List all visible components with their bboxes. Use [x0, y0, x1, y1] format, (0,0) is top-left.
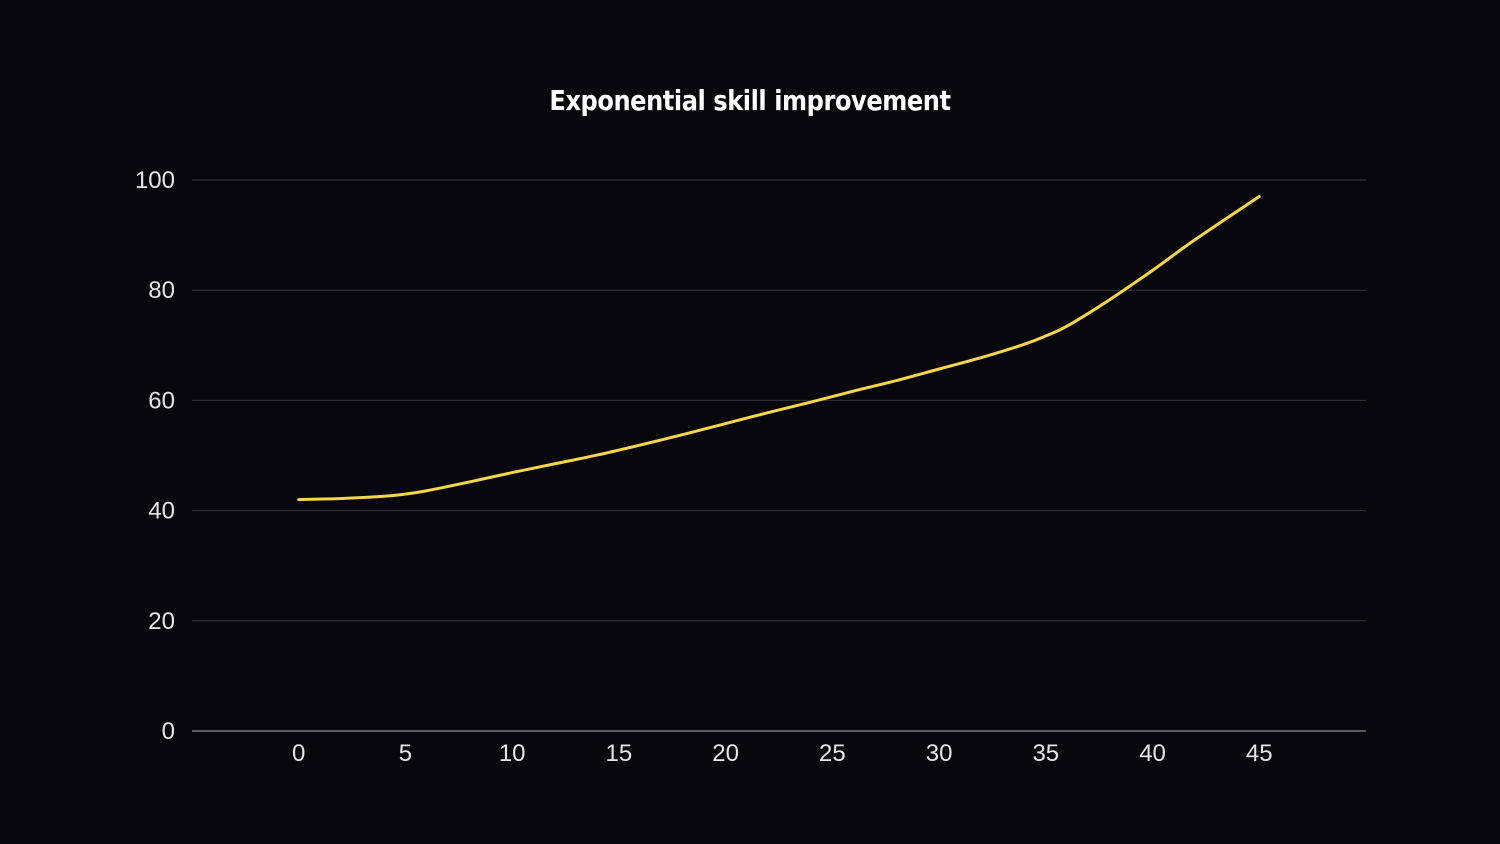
y-tick-label: 20 [148, 608, 175, 635]
x-tick-label: 40 [1139, 740, 1166, 767]
x-tick-label: 35 [1032, 740, 1059, 767]
grid-lines [192, 179, 1366, 622]
y-tick-label: 80 [148, 277, 175, 304]
tick-labels: 0 20 40 60 80 100 0 5 10 15 20 25 30 35 40 45 [135, 167, 1273, 767]
series-line-0 [297, 195, 1261, 502]
series-lines [297, 195, 1261, 502]
y-tick-label: 40 [148, 498, 175, 525]
x-tick-label: 45 [1246, 740, 1273, 767]
x-tick-label: 15 [606, 740, 633, 767]
x-tick-label: 0 [292, 740, 305, 767]
y-tick-label: 0 [162, 718, 175, 745]
x-tick-label: 10 [499, 740, 526, 767]
y-tick-label: 100 [135, 167, 175, 194]
x-tick-label: 5 [399, 740, 412, 767]
x-tick-label: 25 [819, 740, 846, 767]
y-tick-label: 60 [148, 387, 175, 414]
x-tick-label: 20 [712, 740, 739, 767]
chart-title: Exponential skill improvement [549, 84, 951, 117]
x-tick-label: 30 [926, 740, 953, 767]
